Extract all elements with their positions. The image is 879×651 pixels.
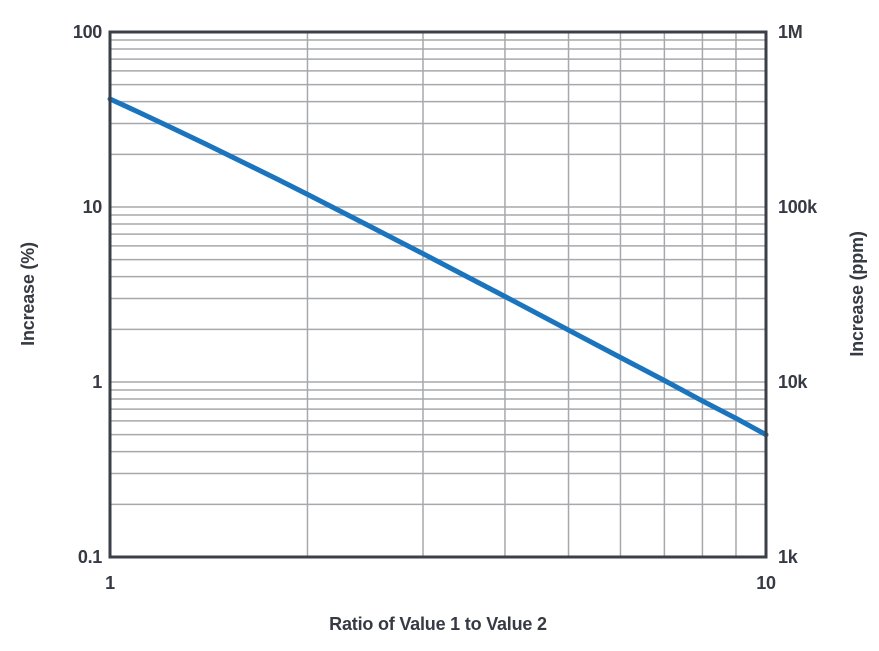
- y-left-tick-label: 10: [82, 197, 103, 217]
- y-axis-title-right: Increase (ppm): [847, 231, 867, 357]
- y-left-tick-label: 1: [92, 372, 102, 392]
- x-tick-label: 1: [105, 573, 115, 593]
- y-right-tick-label: 1k: [778, 547, 798, 567]
- y-left-tick-label: 100: [72, 22, 102, 42]
- y-right-tick-label: 100k: [778, 197, 817, 217]
- y-left-tick-label: 0.1: [77, 547, 102, 567]
- y-right-tick-label: 1M: [778, 22, 803, 42]
- data-series-line: [107, 96, 769, 438]
- plot-border: [108, 30, 768, 559]
- y-right-tick-label: 10k: [778, 372, 808, 392]
- x-tick-label: 10: [756, 573, 776, 593]
- y-axis-title-left: Increase (%): [18, 242, 38, 346]
- x-axis-title: Ratio of Value 1 to Value 2: [329, 614, 547, 634]
